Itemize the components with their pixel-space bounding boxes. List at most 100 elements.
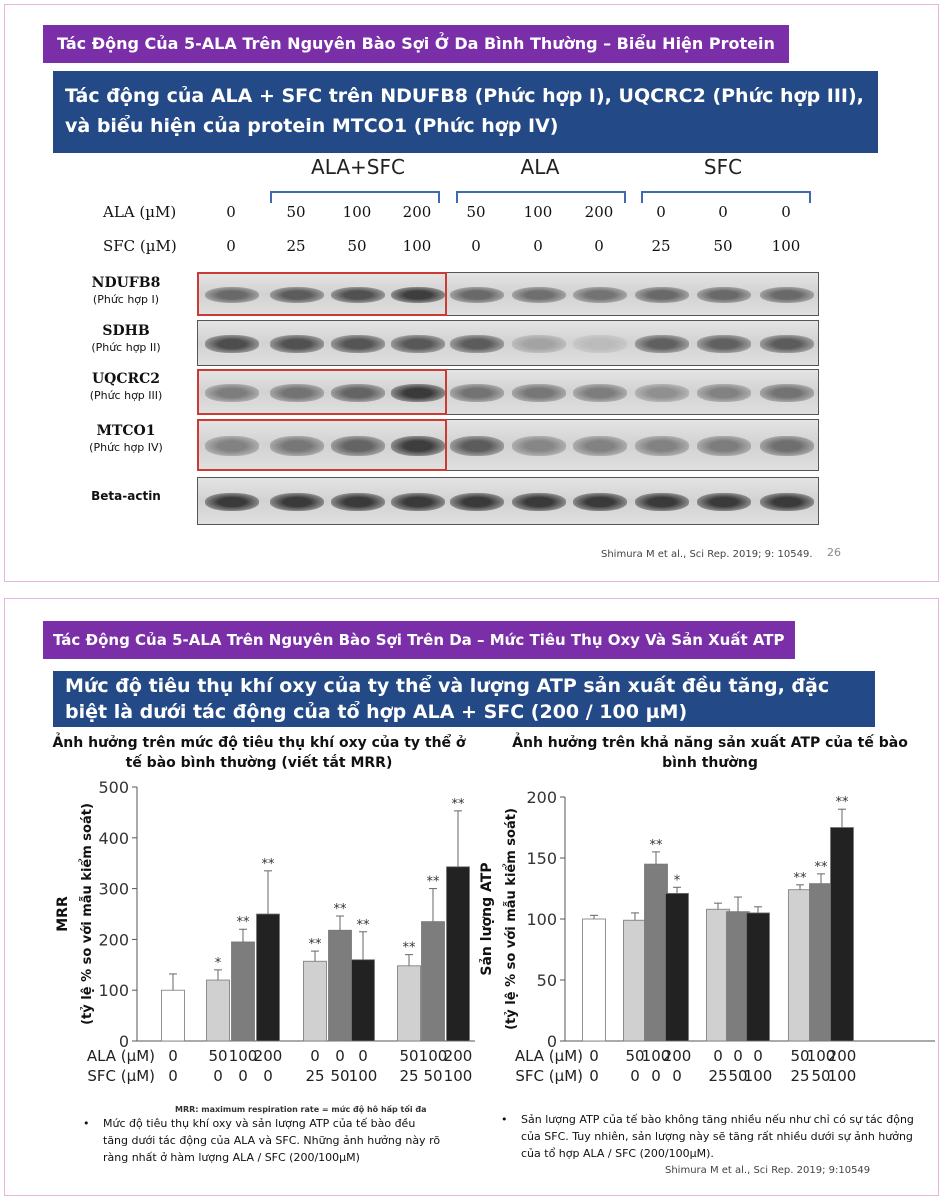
atp-bar-4 [665, 892, 689, 1042]
atp-chart-title: Ảnh hưởng trên khả năng sản xuất ATP của… [512, 735, 908, 771]
blot-band-beta-actin-lane-5 [450, 492, 504, 512]
blot-band-ndufb8-lane-4 [391, 286, 445, 304]
mrr-y-tick-label: 0 [119, 1032, 129, 1051]
blot-band-uqcrc2-lane-2 [270, 384, 324, 402]
atp-ala-tick-8: 50 [790, 1047, 809, 1065]
mrr-significance-2: * [215, 956, 222, 971]
slide1-banner: Tác động của ALA + SFC trên NDUFB8 (Phức… [53, 71, 878, 153]
mrr-ala-tick-8: 50 [399, 1047, 418, 1065]
mrr-bar-6 [328, 929, 352, 1042]
mrr-sfc-tick-7: 100 [349, 1067, 378, 1085]
blot-band-beta-actin-lane-7 [573, 492, 627, 512]
mrr-sfc-tick-9: 50 [423, 1067, 442, 1085]
blot-band-uqcrc2-lane-3 [331, 384, 385, 402]
protein-label-mtco1: MTCO1 (Phức hợp IV) [89, 423, 163, 454]
atp-ala-tick-7: 0 [753, 1047, 763, 1065]
atp-y-tick-label: 100 [526, 910, 557, 929]
ala-value-3: 100 [342, 203, 372, 221]
sfc-value-7: 0 [594, 237, 604, 255]
blot-band-uqcrc2-lane-10 [760, 384, 814, 402]
mrr-ala-tick-9: 100 [419, 1047, 448, 1065]
blot-band-ndufb8-lane-6 [512, 286, 566, 304]
right-bullet-text: Sản lượng ATP của tế bào không tăng nhiề… [521, 1113, 914, 1160]
atp-y-tick-label: 50 [537, 971, 557, 990]
mrr-y-label-sub: (tỷ lệ % so với mẫu kiểm soát) [79, 803, 95, 1025]
blot-band-beta-actin-lane-3 [331, 492, 385, 512]
mrr-sfc-tick-8: 25 [399, 1067, 418, 1085]
atp-bar-7 [746, 912, 770, 1042]
ala-row-label: ALA (µM) [103, 203, 177, 221]
ala-value-6: 100 [523, 203, 553, 221]
atp-ala-row-label: ALA (µM) [515, 1047, 583, 1065]
ala-value-5: 50 [466, 203, 486, 221]
atp-sfc-tick-10: 100 [828, 1067, 857, 1085]
mrr-bar-3 [231, 941, 255, 1042]
blot-strip-beta-actin [197, 477, 819, 525]
mrr-significance-4: ** [262, 857, 276, 872]
blot-band-mtco1-lane-8 [635, 436, 689, 456]
blot-band-ndufb8-lane-9 [697, 286, 751, 304]
atp-ala-tick-1: 0 [589, 1047, 599, 1065]
sfc-row-label: SFC (µM) [103, 237, 177, 255]
right-bullet-dot: • [501, 1113, 508, 1126]
ala-value-2: 50 [286, 203, 306, 221]
blot-band-ndufb8-lane-1 [205, 286, 259, 304]
atp-bar-10 [830, 827, 854, 1042]
mrr-sfc-tick-2: 0 [213, 1067, 223, 1085]
protein-label-ndufb8: NDUFB8 (Phức hợp I) [91, 275, 161, 306]
atp-bar-5 [706, 908, 730, 1042]
blot-band-ndufb8-lane-7 [573, 286, 627, 304]
mrr-y-tick-label: 200 [98, 930, 129, 949]
blot-strip-mtco1 [197, 419, 819, 471]
mrr-bar-10 [446, 866, 470, 1042]
blot-band-uqcrc2-lane-1 [205, 384, 259, 402]
blot-band-ndufb8-lane-2 [270, 286, 324, 304]
atp-sfc-tick-5: 25 [708, 1067, 727, 1085]
blot-strip-ndufb8 [197, 272, 819, 316]
highlight-box-ndufb8 [197, 272, 447, 316]
mrr-sfc-row-label: SFC (µM) [87, 1067, 155, 1085]
atp-sfc-tick-6: 50 [728, 1067, 747, 1085]
blot-band-sdhb-lane-4 [391, 335, 445, 353]
atp-sfc-tick-2: 0 [630, 1067, 640, 1085]
atp-ala-tick-6: 0 [733, 1047, 743, 1065]
blot-band-mtco1-lane-3 [331, 436, 385, 456]
ala-value-1: 0 [226, 203, 236, 221]
blot-band-sdhb-lane-6 [512, 335, 566, 353]
atp-significance-10: ** [836, 795, 850, 810]
blot-band-sdhb-lane-5 [450, 335, 504, 353]
right-bullet-note: • Sản lượng ATP của tế bào không tăng nh… [501, 1111, 925, 1162]
blot-band-sdhb-lane-3 [331, 335, 385, 353]
protein-label-uqcrc2: UQCRC2 (Phức hợp III) [89, 371, 163, 402]
slide-protein-expression: Tác Động Của 5-ALA Trên Nguyên Bào Sợi Ở… [4, 4, 939, 582]
mrr-significance-10: ** [452, 797, 466, 812]
mrr-bar-9 [421, 921, 445, 1042]
atp-ala-tick-5: 0 [713, 1047, 723, 1065]
blot-band-sdhb-lane-1 [205, 335, 259, 353]
mrr-sfc-tick-6: 50 [330, 1067, 349, 1085]
atp-sfc-tick-9: 50 [811, 1067, 830, 1085]
sfc-value-4: 100 [402, 237, 432, 255]
atp-y-label-sub: (tỷ lệ % so với mẫu kiểm soát) [503, 808, 519, 1030]
blot-band-uqcrc2-lane-5 [450, 384, 504, 402]
mrr-ala-tick-6: 0 [335, 1047, 345, 1065]
blot-strip-uqcrc2 [197, 369, 819, 415]
blot-strip-sdhb [197, 320, 819, 366]
atp-significance-3: ** [650, 838, 664, 853]
atp-bar-2 [623, 919, 647, 1042]
blot-band-mtco1-lane-10 [760, 436, 814, 456]
ala-value-9: 0 [718, 203, 728, 221]
mrr-ala-tick-5: 0 [310, 1047, 320, 1065]
blot-band-beta-actin-lane-6 [512, 492, 566, 512]
mrr-ala-tick-1: 0 [168, 1047, 178, 1065]
sfc-value-9: 50 [713, 237, 733, 255]
atp-sfc-tick-3: 0 [651, 1067, 661, 1085]
slide1-tag: Tác Động Của 5-ALA Trên Nguyên Bào Sợi Ở… [43, 25, 789, 63]
atp-sfc-tick-8: 25 [790, 1067, 809, 1085]
mrr-significance-9: ** [427, 875, 441, 890]
ala-value-4: 200 [402, 203, 432, 221]
blot-band-sdhb-lane-10 [760, 335, 814, 353]
sfc-value-5: 0 [471, 237, 481, 255]
ala-value-7: 200 [584, 203, 614, 221]
mrr-bar-5 [303, 960, 327, 1042]
